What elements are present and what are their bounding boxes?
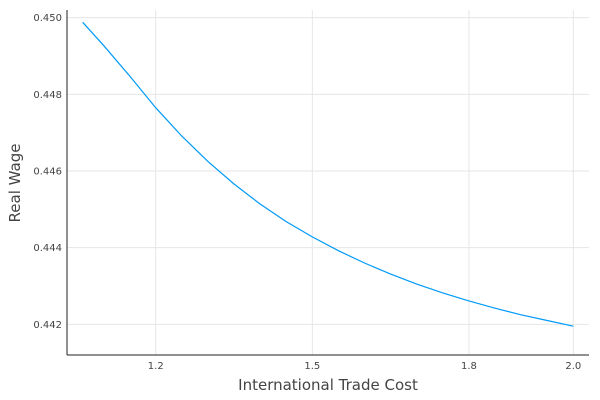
x-tick-label: 2.0 [565, 361, 581, 372]
y-tick-labels: 0.442 0.444 0.446 0.448 0.450 [33, 13, 62, 331]
y-axis-title: Real Wage [6, 144, 24, 223]
x-tick-label: 1.8 [461, 361, 477, 372]
x-axis-title: International Trade Cost [238, 376, 418, 394]
y-tick-label: 0.444 [33, 243, 62, 254]
y-tick-label: 0.446 [33, 167, 62, 178]
x-tick-labels: 1.2 1.5 1.8 2.0 [148, 361, 582, 372]
axes [66, 10, 589, 356]
x-tick-label: 1.2 [148, 361, 164, 372]
y-tick-label: 0.450 [33, 13, 62, 24]
y-tick-label: 0.448 [33, 90, 62, 101]
grid-lines [67, 10, 589, 355]
series-layer [82, 21, 574, 327]
y-tick-label: 0.442 [33, 320, 62, 331]
series-line [82, 21, 574, 327]
x-tick-label: 1.5 [304, 361, 320, 372]
